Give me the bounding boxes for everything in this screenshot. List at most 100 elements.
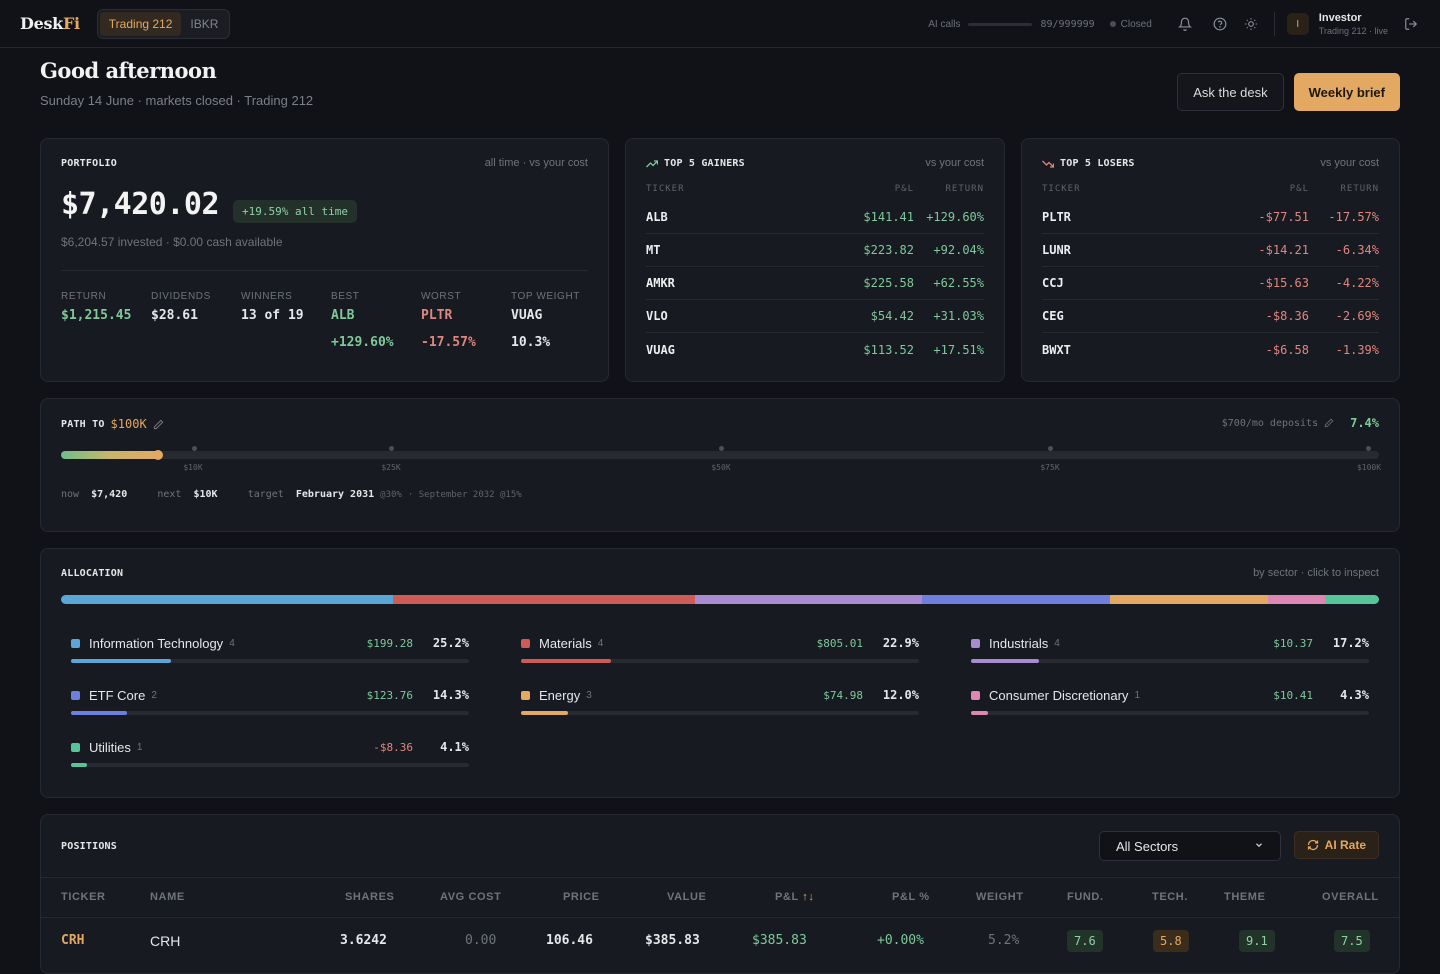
broker-tab-trading212[interactable]: Trading 212 bbox=[99, 11, 182, 36]
allocation-item[interactable]: ETF Core 2 $123.76 14.3% bbox=[71, 687, 469, 727]
milestone-dot bbox=[192, 446, 197, 451]
col-pl-pct[interactable]: P&L % bbox=[892, 891, 930, 903]
allocation-segment[interactable] bbox=[1110, 595, 1269, 604]
allocation-item[interactable]: Materials 4 $805.01 22.9% bbox=[521, 635, 919, 675]
loser-row[interactable]: LUNR -$14.21 -6.34% bbox=[1042, 234, 1379, 267]
next-value: $10K bbox=[193, 489, 218, 500]
app-logo[interactable]: DeskFi bbox=[20, 14, 80, 33]
allocation-item[interactable]: Industrials 4 $10.37 17.2% bbox=[971, 635, 1369, 675]
col-overall[interactable]: OVERALL bbox=[1322, 891, 1379, 903]
sector-filter-select[interactable]: All Sectors bbox=[1099, 831, 1281, 861]
progress-track bbox=[61, 446, 1379, 460]
divider bbox=[41, 917, 1399, 918]
gainer-row[interactable]: ALB $141.41 +129.60% bbox=[646, 201, 984, 234]
sun-icon[interactable] bbox=[1242, 15, 1260, 33]
return: -1.39% bbox=[1335, 342, 1379, 357]
target-label: target bbox=[247, 489, 284, 500]
ai-rate-button[interactable]: AI Rate bbox=[1293, 831, 1379, 859]
col-name[interactable]: NAME bbox=[150, 891, 185, 903]
col-theme[interactable]: THEME bbox=[1224, 891, 1266, 903]
sector-count: 4 bbox=[1054, 637, 1060, 649]
sector-percent: 17.2% bbox=[1332, 636, 1369, 650]
losers-header: TOP 5 LOSERS bbox=[1042, 158, 1135, 169]
allocation-segment[interactable] bbox=[694, 595, 922, 604]
progress-fill bbox=[61, 451, 159, 459]
cell-ticker[interactable]: CRH bbox=[61, 933, 85, 948]
stat-return: RETURN $1,215.45 bbox=[61, 291, 131, 323]
sector-name: ETF Core bbox=[89, 687, 146, 703]
gainer-row[interactable]: VUAG $113.52 +17.51% bbox=[646, 333, 984, 366]
allocation-segment[interactable] bbox=[1324, 595, 1379, 604]
edit-deposits-icon[interactable] bbox=[1324, 418, 1334, 428]
col-avg-cost[interactable]: AVG COST bbox=[440, 891, 502, 903]
weekly-brief-button[interactable]: Weekly brief bbox=[1293, 73, 1400, 111]
stat-top-weight: TOP WEIGHT VUAG 10.3% bbox=[511, 291, 580, 350]
loser-row[interactable]: BWXT -$6.58 -1.39% bbox=[1042, 333, 1379, 366]
alt-projection: · September 2032 @15% bbox=[407, 490, 522, 500]
monthly-deposits: $700/mo deposits bbox=[1221, 417, 1319, 429]
portfolio-meta: all time · vs your cost bbox=[484, 157, 588, 169]
edit-target-icon[interactable] bbox=[153, 419, 164, 430]
ask-desk-button[interactable]: Ask the desk bbox=[1177, 73, 1284, 111]
user-block[interactable]: Investor Trading 212 · live bbox=[1319, 12, 1388, 36]
col-value[interactable]: VALUE bbox=[667, 891, 707, 903]
help-icon[interactable] bbox=[1211, 15, 1229, 33]
broker-tab-ibkr[interactable]: IBKR bbox=[190, 16, 219, 31]
allocation-item[interactable]: Information Technology 4 $199.28 25.2% bbox=[71, 635, 469, 675]
cell-weight: 5.2% bbox=[988, 933, 1020, 948]
path-to-target-card: PATH TO $100K $700/mo deposits 7.4% $10K… bbox=[40, 398, 1400, 532]
allocation-item[interactable]: Consumer Discretionary 1 $10.41 4.3% bbox=[971, 687, 1369, 727]
ai-calls-count: 89/999999 bbox=[1040, 18, 1095, 30]
sector-bar-fill bbox=[71, 711, 128, 715]
top-losers-card: TOP 5 LOSERS vs your cost TICKER P&L RET… bbox=[1021, 138, 1400, 382]
milestone-label: $100K bbox=[1356, 463, 1382, 472]
path-footer: now $7,420 next $10K target February 203… bbox=[61, 489, 522, 500]
path-title: PATH TO bbox=[61, 418, 105, 430]
allocation-stacked-bar[interactable] bbox=[61, 595, 1379, 604]
avatar[interactable]: I bbox=[1286, 13, 1309, 35]
sector-bar-fill bbox=[521, 659, 612, 663]
sector-pl: $10.41 bbox=[1273, 688, 1313, 702]
col-pl-label: P&L bbox=[775, 891, 799, 903]
ticker: MT bbox=[646, 243, 661, 257]
gainer-row[interactable]: VLO $54.42 +31.03% bbox=[646, 300, 984, 333]
sort-icon: ↑↓ bbox=[802, 891, 815, 903]
loser-row[interactable]: CEG -$8.36 -2.69% bbox=[1042, 300, 1379, 333]
gainer-row[interactable]: MT $223.82 +92.04% bbox=[646, 234, 984, 267]
portfolio-card: PORTFOLIO all time · vs your cost $7,420… bbox=[40, 138, 609, 382]
sector-percent: 14.3% bbox=[432, 688, 469, 702]
bell-icon[interactable] bbox=[1176, 15, 1194, 33]
sector-count: 1 bbox=[1134, 689, 1140, 701]
allocation-segment[interactable] bbox=[61, 595, 394, 604]
col-return: RETURN bbox=[1340, 184, 1379, 194]
target-date: February 2031 bbox=[295, 489, 375, 500]
return: -4.22% bbox=[1335, 276, 1379, 290]
allocation-segment[interactable] bbox=[921, 595, 1111, 604]
logout-icon[interactable] bbox=[1402, 15, 1420, 33]
portfolio-title: PORTFOLIO bbox=[61, 158, 117, 169]
milestone-dot bbox=[1366, 446, 1371, 451]
col-pl[interactable]: P&L ↑↓ bbox=[775, 891, 814, 903]
col-price[interactable]: PRICE bbox=[563, 891, 600, 903]
gainer-row[interactable]: AMKR $225.58 +62.55% bbox=[646, 267, 984, 300]
logo-main: Desk bbox=[20, 14, 63, 33]
allocation-segment[interactable] bbox=[1268, 595, 1325, 604]
loser-row[interactable]: CCJ -$15.63 -4.22% bbox=[1042, 267, 1379, 300]
cell-price: 106.46 bbox=[546, 933, 593, 948]
allocation-meta: by sector · click to inspect bbox=[1253, 567, 1379, 579]
allocation-segment[interactable] bbox=[393, 595, 695, 604]
col-weight[interactable]: WEIGHT bbox=[976, 891, 1024, 903]
loser-row[interactable]: PLTR -$77.51 -17.57% bbox=[1042, 201, 1379, 234]
path-header: PATH TO $100K bbox=[61, 417, 164, 431]
col-fund[interactable]: FUND. bbox=[1067, 891, 1104, 903]
col-tech[interactable]: TECH. bbox=[1152, 891, 1188, 903]
allocation-item[interactable]: Utilities 1 -$8.36 4.1% bbox=[71, 739, 469, 779]
ai-calls-label: AI calls bbox=[928, 18, 961, 30]
col-ticker[interactable]: TICKER bbox=[61, 891, 106, 903]
col-shares[interactable]: SHARES bbox=[345, 891, 395, 903]
greeting: Good afternoon bbox=[40, 58, 217, 83]
pl: $225.58 bbox=[863, 276, 914, 290]
allocation-item[interactable]: Energy 3 $74.98 12.0% bbox=[521, 687, 919, 727]
sector-name: Energy bbox=[539, 687, 581, 703]
top-bar: DeskFi Trading 212 IBKR AI calls 89/9999… bbox=[0, 0, 1440, 48]
